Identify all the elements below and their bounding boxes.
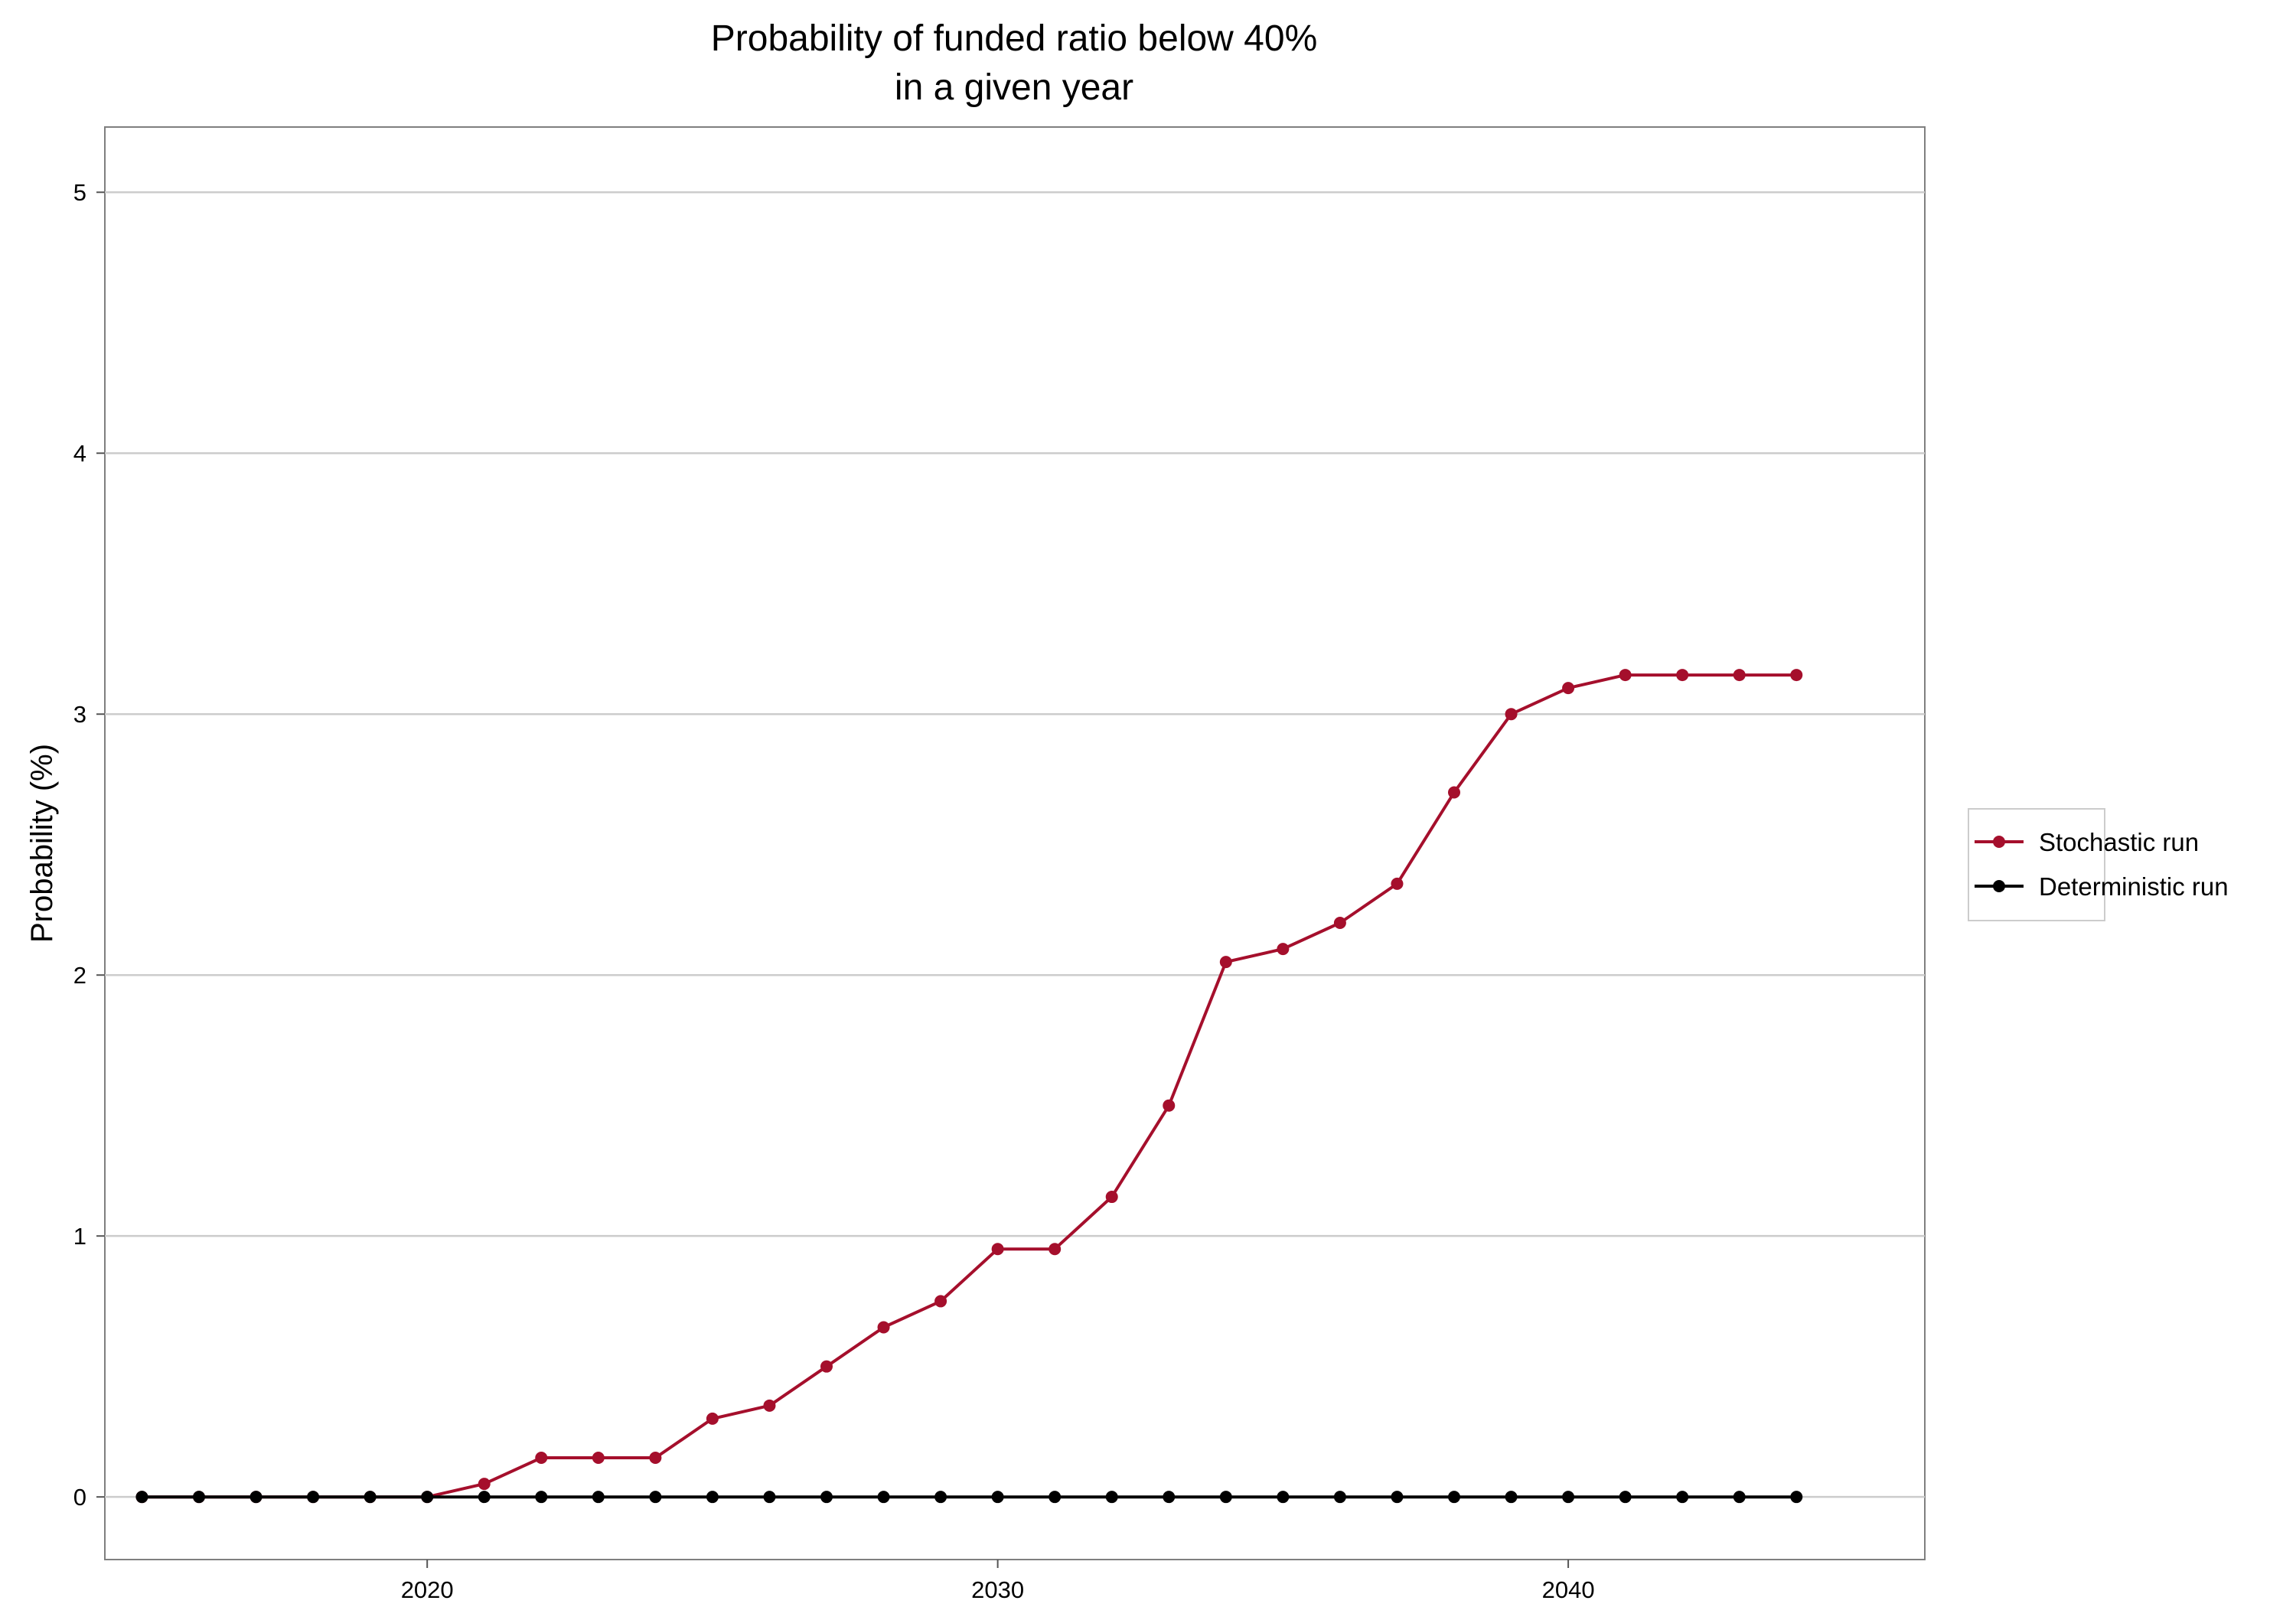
data-point: [1105, 1191, 1118, 1204]
data-point: [1505, 708, 1518, 721]
y-tick-label: 3: [73, 701, 86, 728]
data-point: [592, 1491, 605, 1504]
data-point: [763, 1399, 776, 1412]
chart-title-line-1: Probability of funded ratio below 40%: [711, 18, 1318, 59]
data-point: [1049, 1491, 1062, 1504]
data-point: [1219, 1491, 1232, 1504]
y-axis-title: Probability (%): [25, 744, 59, 943]
data-point: [1163, 1099, 1176, 1112]
data-point: [478, 1478, 491, 1491]
data-point: [478, 1491, 491, 1504]
data-point: [1619, 669, 1632, 682]
data-point: [1333, 917, 1346, 929]
y-axis: 0 1 2 3 4 5: [73, 179, 105, 1511]
data-point: [1790, 1491, 1803, 1504]
chart-title-line-2: in a given year: [895, 67, 1133, 108]
data-point: [135, 1491, 148, 1504]
data-point: [592, 1452, 605, 1465]
x-tick-label: 2020: [401, 1576, 454, 1603]
data-point: [763, 1491, 776, 1504]
data-point: [1391, 1491, 1404, 1504]
plot-panel: [104, 126, 1926, 1560]
data-point: [1219, 956, 1232, 969]
legend-label: Stochastic run: [2039, 828, 2199, 856]
data-point: [649, 1491, 662, 1504]
data-point: [307, 1491, 320, 1504]
y-tick-label: 1: [73, 1223, 86, 1250]
data-point: [877, 1491, 890, 1504]
data-point: [991, 1243, 1004, 1256]
data-point: [249, 1491, 263, 1504]
data-point: [1562, 1491, 1575, 1504]
data-point: [1790, 669, 1803, 682]
data-point: [1105, 1491, 1118, 1504]
data-point: [193, 1491, 205, 1504]
data-point: [535, 1452, 548, 1465]
y-tick-label: 5: [73, 179, 86, 206]
legend-box: [1968, 808, 2105, 921]
legend-key-point: [1993, 880, 2005, 892]
data-point: [1277, 943, 1290, 956]
data-point: [1333, 1491, 1346, 1504]
data-point: [535, 1491, 548, 1504]
y-tick-label: 0: [73, 1484, 86, 1511]
data-point: [1733, 669, 1746, 682]
legend-label: Deterministic run: [2039, 872, 2229, 901]
legend: Stochastic run Deterministic run: [1968, 808, 2229, 921]
legend-item: Deterministic run: [1975, 872, 2229, 901]
data-point: [1562, 682, 1575, 695]
data-point: [1391, 877, 1404, 890]
data-point: [1277, 1491, 1290, 1504]
data-point: [706, 1412, 719, 1425]
data-point: [991, 1491, 1004, 1504]
data-point: [1448, 786, 1460, 799]
data-point: [1676, 1491, 1689, 1504]
data-point: [1733, 1491, 1746, 1504]
data-point: [820, 1491, 833, 1504]
data-point: [421, 1491, 434, 1504]
data-point: [1049, 1243, 1062, 1256]
data-point: [934, 1491, 947, 1504]
y-tick-label: 4: [73, 440, 86, 467]
data-point: [820, 1360, 833, 1373]
series-deterministic-run: [135, 1491, 1803, 1504]
data-point: [706, 1491, 719, 1504]
series-layer: [135, 669, 1803, 1504]
data-point: [934, 1295, 947, 1308]
data-point: [364, 1491, 377, 1504]
x-tick-label: 2030: [971, 1576, 1024, 1603]
x-axis: 2020 2030 2040: [401, 1560, 1595, 1603]
x-tick-label: 2040: [1542, 1576, 1595, 1603]
chart-title: Probability of funded ratio below 40% in…: [711, 18, 1318, 108]
data-point: [1676, 669, 1689, 682]
data-point: [1505, 1491, 1518, 1504]
legend-item: Stochastic run: [1975, 828, 2199, 856]
data-point: [877, 1321, 890, 1334]
data-point: [1163, 1491, 1176, 1504]
legend-key-point: [1993, 836, 2005, 848]
data-point: [1448, 1491, 1460, 1504]
y-tick-label: 2: [73, 962, 86, 989]
data-point: [649, 1452, 662, 1465]
data-point: [1619, 1491, 1632, 1504]
